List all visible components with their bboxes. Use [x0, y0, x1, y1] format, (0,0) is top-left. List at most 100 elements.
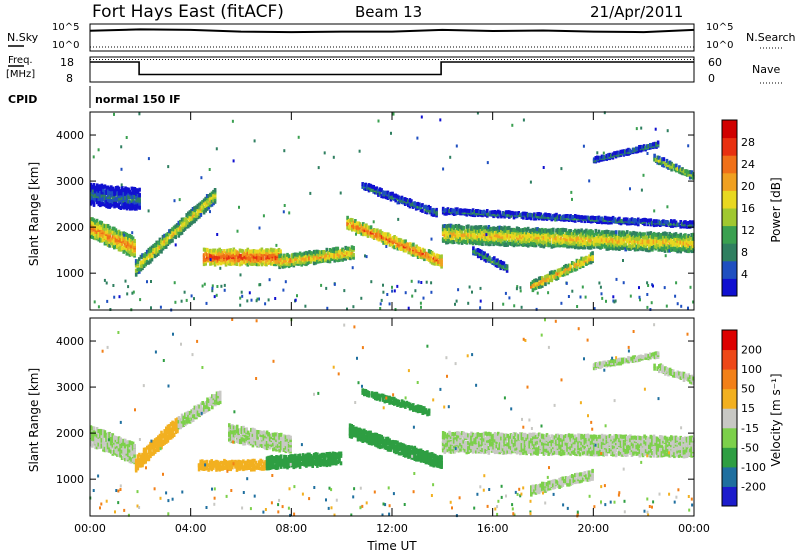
- vel-cells-cell-146: [117, 447, 121, 452]
- power-cells-cell-1529: [396, 237, 400, 242]
- power-cells-cell-3745: [382, 283, 384, 287]
- vel-cells-cell-367: [169, 435, 173, 440]
- power-cells-cell-3409: [505, 268, 509, 273]
- power-cells-cell-2859: [677, 245, 681, 250]
- power-cells-cell-3462: [552, 272, 555, 277]
- vel-cells-cell-415: [182, 423, 185, 427]
- power-cells-cell-1551: [404, 242, 407, 247]
- power-cells-cell-2699: [641, 235, 645, 239]
- vel-cells-cell-597: [223, 461, 226, 466]
- power-cells-cell-3221: [616, 217, 620, 222]
- power-cells-cell-3343: [690, 223, 693, 228]
- vel-cells-cell-353: [165, 426, 168, 431]
- power-cells-cell-683: [113, 197, 116, 202]
- power-cells-cell-2407: [577, 240, 580, 245]
- power-cells-cell-3529: [581, 257, 585, 262]
- power-cells-cell-3698: [670, 167, 673, 172]
- power-cells-cell-1850: [456, 236, 459, 241]
- power-cells-cell-2536: [605, 232, 609, 237]
- power-cells-cell-3423: [534, 281, 538, 286]
- power-cells-cell-385: [172, 231, 176, 236]
- power-cells-cell-3252: [635, 221, 638, 226]
- power-cells-cell-154: [117, 229, 121, 234]
- power-cells-cell-627: [102, 188, 105, 193]
- power-cells-cell-1958: [479, 228, 483, 233]
- power-cells-cell-3376: [486, 253, 490, 258]
- power-cells-cell-2275: [548, 241, 552, 246]
- power-cells-cell-1921: [471, 226, 475, 231]
- power-cells-cell-1428: [360, 224, 363, 229]
- power-cells-cell-3753: [666, 129, 669, 133]
- power-cells-cell-2439: [583, 234, 587, 239]
- power-cells-cell-1455: [369, 225, 373, 230]
- power-cells-cell-1006: [248, 255, 251, 260]
- power-cells-cell-2864: [679, 249, 682, 254]
- power-cells-cell-2409: [577, 236, 580, 241]
- power-cells-cell-1836: [452, 240, 456, 244]
- power-cells-cell-3485: [563, 269, 566, 274]
- power-cells-cell-1282: [320, 258, 324, 263]
- power-cells-cell-3882: [520, 305, 523, 309]
- vel-cells-cell-774: [290, 463, 294, 467]
- power-cells-cell-1803: [445, 228, 448, 233]
- power-cells-cell-3838: [112, 284, 115, 287]
- power-cells-cell-2430: [581, 236, 585, 241]
- power-cells-cell-937: [229, 248, 232, 253]
- power-cells-cell-1207: [298, 254, 302, 259]
- power-cells-cell-1037: [255, 262, 259, 267]
- power-cells-cell-2223: [537, 242, 541, 247]
- power-cells-cell-1470: [376, 231, 379, 236]
- vel-cells-cell-65: [102, 445, 105, 450]
- power-cells-cell-144: [116, 234, 119, 239]
- power-cells-cell-161: [119, 233, 122, 238]
- power-cells-cell-258: [139, 254, 143, 259]
- power-cells-cell-3157: [578, 215, 582, 220]
- power-cells-cell-2437: [583, 238, 587, 243]
- vel-cells-cell-532: [218, 400, 222, 405]
- power-cells-cell-3143: [570, 215, 574, 219]
- power-cells-cell-2608: [621, 237, 624, 242]
- power-cells-cell-1520: [393, 235, 396, 239]
- power-cells-cell-360: [164, 233, 168, 238]
- power-cells-cell-3805: [103, 278, 106, 282]
- power-cells-cell-1426: [360, 231, 363, 236]
- power-cells-cell-940: [230, 257, 234, 262]
- power-cells-cell-1989: [487, 242, 491, 247]
- power-cells-cell-3037: [508, 212, 511, 217]
- vel-cells-cell-441: [190, 416, 193, 421]
- power-cells-cell-3694: [667, 161, 670, 166]
- vel-cells-cell-531: [217, 391, 220, 396]
- vel-cells-cell-719: [273, 464, 277, 469]
- vel-cells-cell-310: [155, 446, 159, 451]
- power-cells-cell-3899: [689, 285, 692, 289]
- power-cells-cell-1602: [423, 248, 426, 253]
- power-cells-cell-1376: [349, 252, 352, 257]
- power-cells-cell-2381: [570, 232, 574, 236]
- power-cells-cell-449: [190, 221, 193, 226]
- power-cells-cell-1956: [479, 233, 483, 238]
- power-cells-cell-2190: [530, 228, 533, 233]
- power-cells-cell-18: [92, 235, 96, 240]
- vel-cells-cell-326: [158, 436, 162, 441]
- vel-cells-cell-662: [251, 462, 255, 467]
- power-cells-cell-111: [108, 225, 111, 230]
- vel-cells-cell-194: [127, 450, 130, 455]
- power-cells-cell-1383: [350, 245, 354, 250]
- power-cells-cell-3599: [617, 151, 621, 156]
- freq-tick-top: 18: [60, 56, 74, 69]
- power-cells-cell-3482: [561, 270, 565, 275]
- power-cells-cell-1809: [446, 234, 450, 238]
- power-cells-cell-1361: [344, 254, 347, 259]
- power-cells-cell-2444: [585, 233, 588, 238]
- power-cells-cell-2279: [548, 233, 552, 238]
- power-cells-cell-2805: [665, 235, 668, 240]
- power-cells-cell-3881: [267, 298, 270, 302]
- power-cells-cell-418: [180, 220, 184, 225]
- power-cells-cell-1237: [306, 251, 310, 256]
- power-cells-cell-1425: [358, 222, 362, 227]
- vel-cells-cell-22: [92, 429, 96, 434]
- power-cells-cell-1112: [273, 248, 276, 253]
- power-cells-cell-847: [206, 247, 209, 252]
- power-cells-cell-1875: [460, 232, 464, 237]
- power-cells-cell-430: [183, 217, 187, 222]
